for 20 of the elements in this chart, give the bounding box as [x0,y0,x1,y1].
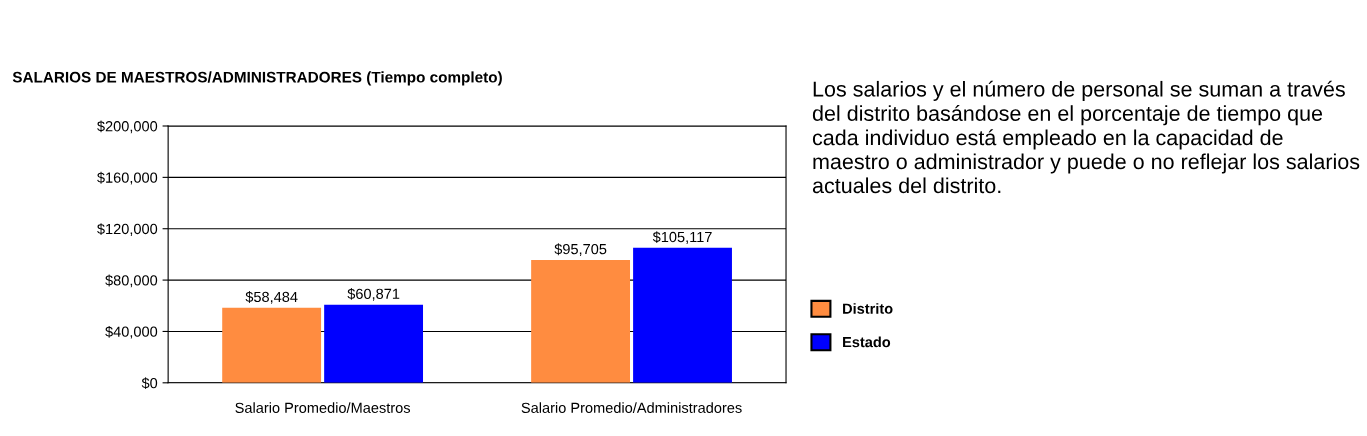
legend-label: Estado [843,336,891,348]
x-tick-label: Salario Promedio/Administradores [521,402,742,413]
bar [531,259,631,383]
bar [222,307,322,383]
data-label: $95,705 [554,243,607,256]
y-tick-label: $200,000 [97,120,158,134]
data-label: $58,484 [245,291,298,304]
bar [633,247,732,383]
y-tick-label: $0 [141,377,158,390]
data-label: $105,117 [652,231,712,244]
y-tick-label: $120,000 [97,223,158,236]
y-tick-label: $80,000 [105,274,158,288]
y-tick-label: $160,000 [97,171,158,185]
bar [324,304,424,383]
text: Los salarios y el número de personal se suman a través del distrito basándose en el porcentaje de tiempo que cada individuo está empleado en la capacidad de maestro o administrador y puede o no reflejar los salarios actuales del distrito. [812,80,1360,194]
data-label: $60,871 [347,288,400,301]
y-tick-label: $40,000 [105,325,158,339]
legend-label: Distrito [843,303,893,314]
chart-title: SALARIOS DE MAESTROS/ADMINISTRADORES (Tiempo completo) [12,71,502,86]
x-tick-label: Salario Promedio/Maestros [235,402,411,413]
